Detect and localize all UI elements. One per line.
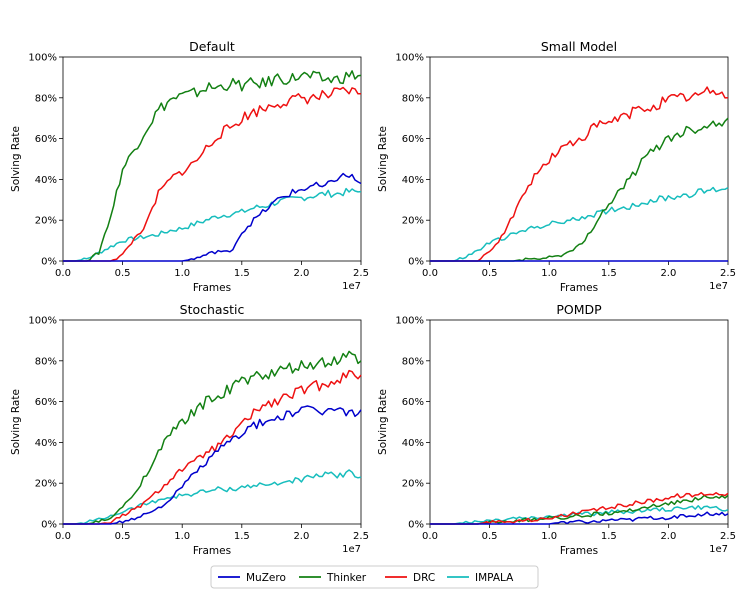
pomdp-xtick-label: 0.0 — [422, 531, 438, 542]
panel-stochastic: Stochastic 0% 20% 40% 60% 80% 100% 0.0 0.5 1.0 1.5… — [10, 302, 369, 557]
small-model-ylabel: Solving Rate — [377, 126, 389, 192]
stochastic-xtick-label: 0.0 — [55, 531, 71, 542]
stochastic-ytick-label: 20% — [35, 479, 57, 490]
stochastic-xtick-label: 0.5 — [115, 531, 131, 542]
panel-small-model: Small Model 0% 20% 40% 60% 80% 100% 0.0 0.5 1.0 1.… — [377, 39, 736, 294]
default-ytick-label: 20% — [35, 216, 57, 227]
default-ytick-label: 80% — [35, 93, 57, 104]
small-model-ytick-label: 0% — [408, 257, 424, 268]
stochastic-x-offset: 1e7 — [342, 544, 361, 555]
default-ytick-label: 60% — [35, 134, 57, 145]
default-title: Default — [189, 39, 235, 54]
default-xtick-label: 0.5 — [115, 268, 131, 279]
default-ytick-label: 0% — [41, 257, 57, 268]
stochastic-series-thinker — [63, 350, 362, 525]
legend-label-thinker: Thinker — [326, 572, 367, 584]
pomdp-series-muzero — [430, 511, 729, 525]
stochastic-ytick-label: 100% — [28, 316, 57, 327]
stochastic-title: Stochastic — [180, 302, 245, 317]
pomdp-xlabel: Frames — [560, 545, 598, 557]
small-model-ytick-label: 100% — [395, 53, 424, 64]
stochastic-ytick-label: 80% — [35, 356, 57, 367]
pomdp-ytick-label: 40% — [402, 438, 424, 449]
default-xtick-label: 1.5 — [234, 268, 250, 279]
legend: MuZero Thinker DRC IMPALA — [210, 565, 539, 589]
small-model-xlabel: Frames — [560, 282, 598, 294]
small-model-xtick-label: 2.0 — [660, 268, 676, 279]
default-series-impala — [63, 187, 362, 262]
default-xtick-label: 1.0 — [174, 268, 190, 279]
pomdp-title: POMDP — [556, 302, 602, 317]
stochastic-series-muzero — [63, 405, 362, 525]
pomdp-ytick-label: 20% — [402, 479, 424, 490]
stochastic-ytick-label: 0% — [41, 520, 57, 531]
pomdp-ytick-label: 100% — [395, 316, 424, 327]
small-model-title: Small Model — [541, 39, 617, 54]
small-model-x-offset: 1e7 — [709, 281, 728, 292]
stochastic-series-drc — [63, 369, 362, 525]
default-xtick-label: 2.5 — [353, 268, 369, 279]
small-model-series-drc — [430, 86, 729, 262]
small-model-ytick-label: 20% — [402, 216, 424, 227]
stochastic-xtick-label: 2.5 — [353, 531, 369, 542]
panel-pomdp: POMDP 0% 20% 40% 60% 80% 100% 0.0 0.5 1.0 1.5 2.0 2.… — [377, 302, 736, 557]
pomdp-ytick-label: 80% — [402, 356, 424, 367]
legend-frame — [210, 565, 539, 589]
default-ytick-label: 40% — [35, 175, 57, 186]
pomdp-xtick-label: 2.0 — [660, 531, 676, 542]
legend-label-impala: IMPALA — [475, 572, 514, 584]
small-model-xtick-label: 2.5 — [720, 268, 736, 279]
default-xtick-label: 0.0 — [55, 268, 71, 279]
pomdp-axes-frame — [429, 319, 729, 525]
pomdp-xtick-label: 1.5 — [601, 531, 617, 542]
small-model-ytick-label: 40% — [402, 175, 424, 186]
pomdp-ytick-label: 0% — [408, 520, 424, 531]
default-series-drc — [63, 86, 362, 262]
legend-label-muzero: MuZero — [246, 572, 286, 584]
stochastic-ytick-label: 40% — [35, 438, 57, 449]
small-model-series-impala — [430, 186, 729, 262]
pomdp-xtick-label: 2.5 — [720, 531, 736, 542]
default-axes-frame — [62, 56, 362, 262]
default-x-offset: 1e7 — [342, 281, 361, 292]
stochastic-xtick-label: 2.0 — [293, 531, 309, 542]
pomdp-x-offset: 1e7 — [709, 544, 728, 555]
pomdp-ytick-label: 60% — [402, 397, 424, 408]
stochastic-xtick-label: 1.0 — [174, 531, 190, 542]
panel-default: Default 0% 20% 40% 60% 80% 100% 0.0 0.5 1.0 1.5 2.0… — [10, 39, 369, 294]
default-series-muzero — [63, 172, 362, 262]
small-model-ytick-label: 60% — [402, 134, 424, 145]
pomdp-ylabel: Solving Rate — [377, 389, 389, 455]
stochastic-axes-frame — [62, 319, 362, 525]
default-series-thinker — [63, 70, 362, 262]
default-ylabel: Solving Rate — [10, 126, 22, 192]
pomdp-series-impala — [430, 505, 729, 525]
pomdp-xtick-label: 0.5 — [482, 531, 498, 542]
stochastic-xtick-label: 1.5 — [234, 531, 250, 542]
small-model-axes-frame — [429, 56, 729, 262]
stochastic-ytick-label: 60% — [35, 397, 57, 408]
default-ytick-label: 100% — [28, 53, 57, 64]
legend-label-drc: DRC — [413, 572, 435, 584]
small-model-xtick-label: 1.5 — [601, 268, 617, 279]
small-model-xtick-label: 0.0 — [422, 268, 438, 279]
small-model-xtick-label: 1.0 — [541, 268, 557, 279]
default-xtick-label: 2.0 — [293, 268, 309, 279]
stochastic-ylabel: Solving Rate — [10, 389, 22, 455]
small-model-xtick-label: 0.5 — [482, 268, 498, 279]
default-xlabel: Frames — [193, 282, 231, 294]
stochastic-xlabel: Frames — [193, 545, 231, 557]
small-model-ytick-label: 80% — [402, 93, 424, 104]
pomdp-xtick-label: 1.0 — [541, 531, 557, 542]
